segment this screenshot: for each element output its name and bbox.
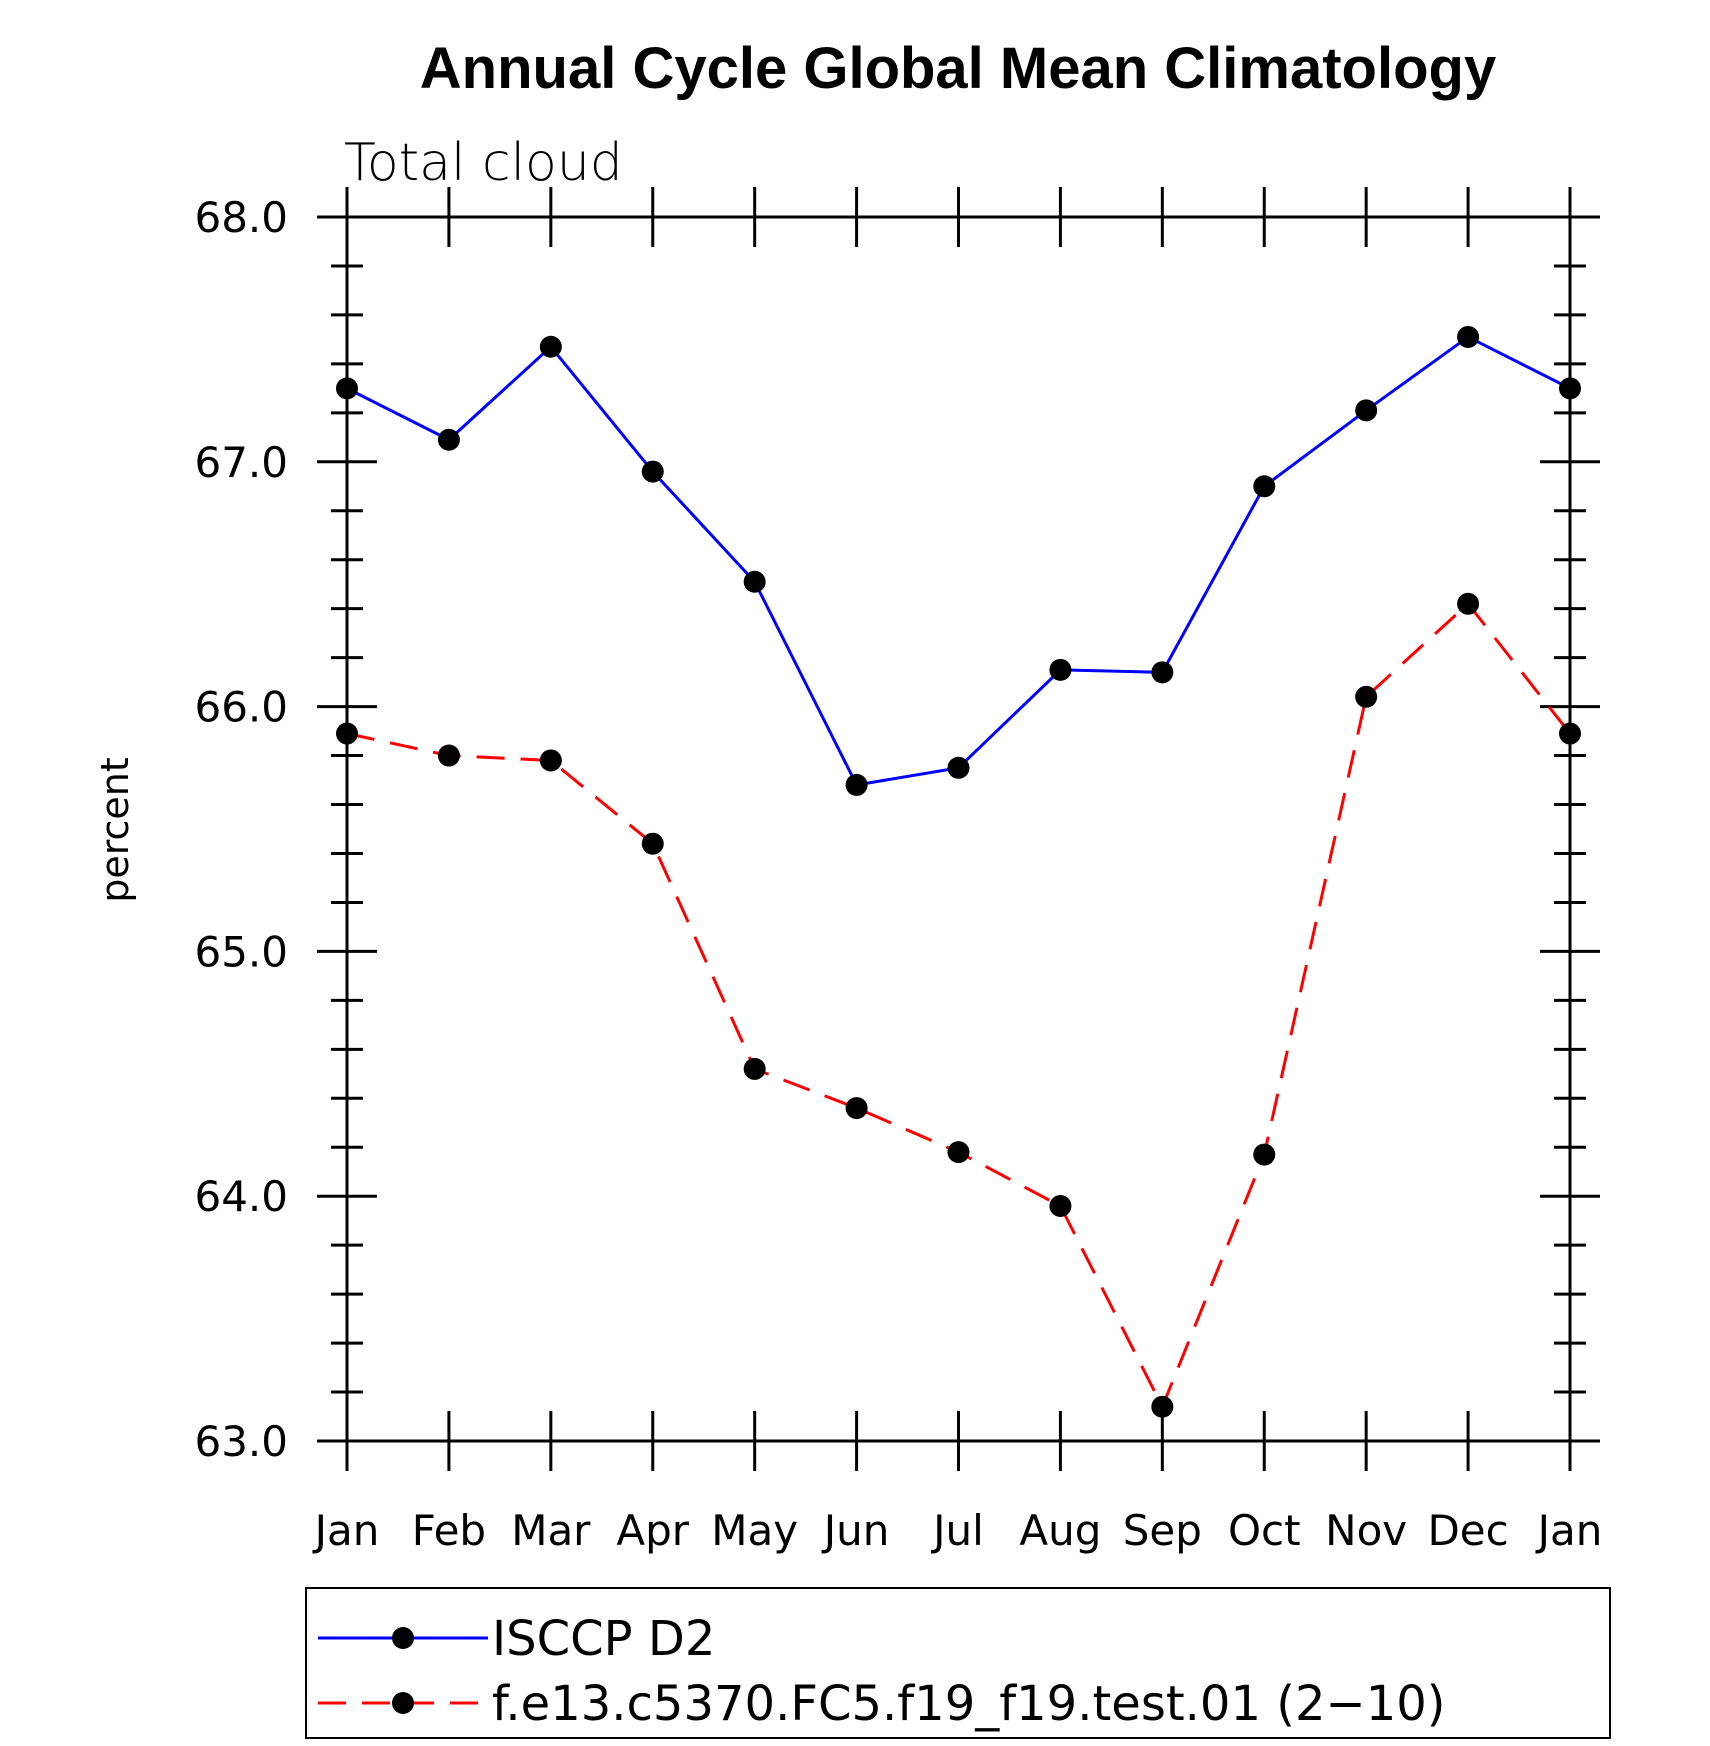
- chart-title: Annual Cycle Global Mean Climatology: [420, 36, 1496, 101]
- x-tick-label: May: [711, 1506, 798, 1555]
- series-2-point: [1151, 1395, 1174, 1418]
- y-tick-label: 63.0: [194, 1417, 288, 1466]
- series-1-point: [1559, 377, 1581, 400]
- y-tick-label: 68.0: [194, 193, 288, 242]
- legend-label-1: ISCCP D2: [492, 1611, 715, 1667]
- axis-ticks: [317, 187, 1600, 1471]
- series-1-point: [1253, 475, 1276, 498]
- legend-entries: ISCCP D2 f.e13.c5370.FC5.f19_f19.test.01 …: [318, 1611, 1446, 1732]
- series-2-point: [743, 1057, 766, 1080]
- series-1-point: [743, 570, 766, 593]
- x-tick-labels: Jan Feb Mar Apr May Jun Jul Aug Sep Oct Nov Dec Jan: [312, 1506, 1603, 1555]
- series-2-point: [1457, 592, 1480, 615]
- y-axis-label: percent: [93, 757, 137, 903]
- series-1-point: [947, 756, 970, 779]
- legend-marker-2: [392, 1692, 414, 1714]
- x-tick-label: Feb: [412, 1506, 486, 1555]
- series-1-point: [437, 428, 460, 451]
- series-1-point: [641, 460, 664, 483]
- series-1-point: [539, 335, 562, 358]
- y-tick-labels: 63.0 64.0 65.0 66.0 67.0 68.0: [194, 193, 288, 1466]
- x-tick-label: Apr: [616, 1506, 689, 1555]
- series-layer: [336, 325, 1581, 1418]
- series-line-1: [346, 335, 1571, 787]
- plot-frame: [345, 215, 1572, 1443]
- series-2-point: [1049, 1194, 1072, 1217]
- y-tick-label: 65.0: [194, 927, 288, 976]
- x-tick-label: Jun: [821, 1506, 890, 1555]
- chart-subtitle: Total cloud: [344, 133, 623, 193]
- series-2-point: [947, 1141, 970, 1164]
- x-tick-label: Mar: [511, 1506, 591, 1555]
- y-tick-label: 67.0: [194, 438, 288, 487]
- legend-label-2: f.e13.c5370.FC5.f19_f19.test.01 (2−10): [492, 1676, 1446, 1732]
- x-tick-label: Sep: [1123, 1506, 1202, 1555]
- series-2-point: [437, 744, 460, 767]
- series-1-point: [1457, 325, 1480, 348]
- series-1-point: [1355, 399, 1378, 422]
- legend-marker-1: [392, 1627, 414, 1649]
- x-tick-label: Jan: [1535, 1506, 1603, 1555]
- x-tick-label: Dec: [1427, 1506, 1508, 1555]
- series-1-point: [845, 773, 868, 796]
- x-tick-label: Aug: [1019, 1506, 1101, 1555]
- series-2-point: [1559, 722, 1581, 745]
- series-1-point: [1049, 658, 1072, 681]
- series-2-point: [641, 832, 664, 855]
- legend: [305, 1587, 1611, 1739]
- x-tick-label: Oct: [1228, 1506, 1301, 1555]
- series-1-point: [1151, 661, 1174, 684]
- series-1-point: [336, 377, 358, 400]
- series-2-point: [1355, 685, 1378, 708]
- y-tick-label: 64.0: [194, 1172, 288, 1221]
- x-tick-label: Jul: [930, 1506, 984, 1555]
- x-tick-label: Nov: [1325, 1506, 1407, 1555]
- series-2-point: [1253, 1143, 1276, 1166]
- series-2-point: [336, 722, 358, 745]
- x-tick-label: Jan: [312, 1506, 380, 1555]
- series-line-2: [346, 601, 1572, 1411]
- y-tick-label: 66.0: [194, 683, 288, 732]
- series-2-point: [539, 749, 562, 772]
- series-2-point: [845, 1097, 868, 1120]
